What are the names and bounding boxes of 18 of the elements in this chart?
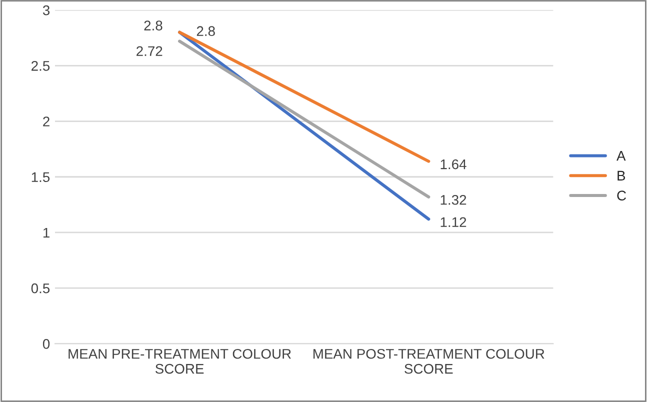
- data-label: 1.64: [440, 159, 466, 170]
- legend-label: B: [618, 170, 626, 180]
- legend-label: A: [616, 151, 626, 161]
- data-label: 1.32: [440, 194, 466, 205]
- y-tick-label: 1: [43, 228, 50, 238]
- y-tick-label: 2.5: [32, 60, 50, 71]
- y-tick-label: 0.5: [31, 283, 50, 294]
- y-tick-label: 0: [42, 339, 50, 349]
- data-label: 1.12: [440, 217, 466, 227]
- data-label: 2.8: [144, 20, 162, 30]
- y-tick-label: 2: [43, 116, 50, 126]
- y-tick-label: 3: [42, 5, 50, 16]
- data-label: 2.72: [136, 46, 162, 56]
- x-tick-label: MEAN POST-TREATMENT COLOUR SCORE: [314, 348, 544, 374]
- legend-label: C: [617, 190, 626, 200]
- y-tick-label: 1.5: [32, 172, 50, 182]
- data-label: 2.8: [196, 26, 215, 36]
- x-tick-label: MEAN PRE-TREATMENT COLOUR SCORE: [68, 348, 291, 374]
